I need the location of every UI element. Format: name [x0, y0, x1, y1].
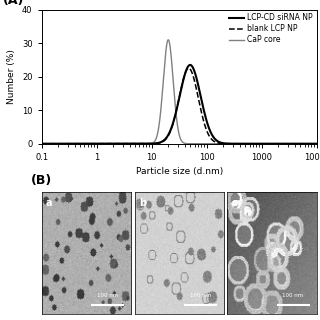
Text: b: b: [139, 198, 146, 208]
Text: c: c: [232, 198, 238, 208]
Text: 100 nm: 100 nm: [283, 293, 304, 298]
Text: (B): (B): [31, 174, 52, 188]
Legend: LCP-CD siRNA NP, blank LCP NP, CaP core: LCP-CD siRNA NP, blank LCP NP, CaP core: [229, 13, 313, 44]
Text: a: a: [46, 198, 52, 208]
Text: 100 nm: 100 nm: [97, 293, 118, 298]
X-axis label: Particle size (d.nm): Particle size (d.nm): [136, 167, 223, 176]
Text: 100 nm: 100 nm: [189, 293, 211, 298]
Text: (A): (A): [3, 0, 24, 7]
Y-axis label: Number (%): Number (%): [7, 49, 16, 104]
